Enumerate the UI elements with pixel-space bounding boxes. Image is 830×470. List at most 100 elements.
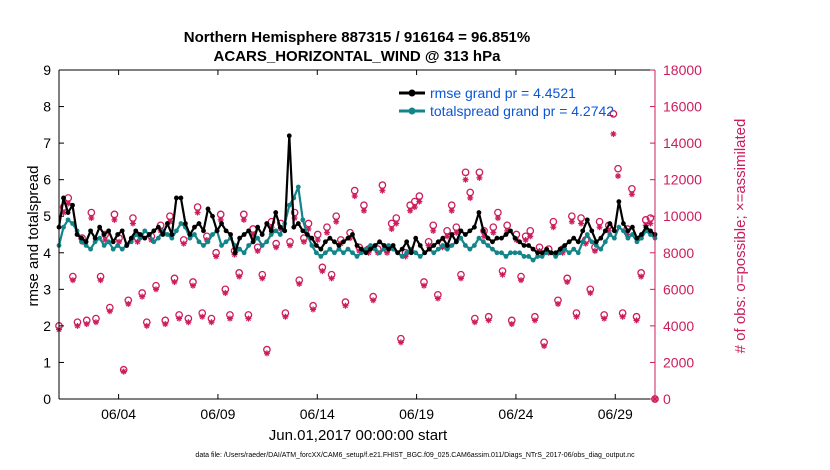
- totalspread-point: [137, 235, 143, 241]
- obs-assimilated-point: [189, 282, 196, 289]
- totalspread-point: [295, 184, 301, 190]
- totalspread-point: [553, 254, 559, 259]
- x-tick-label: 06/09: [200, 406, 235, 422]
- obs-assimilated-point: [522, 236, 529, 243]
- rmse-point: [476, 210, 482, 215]
- totalspread-point: [386, 243, 392, 248]
- rmse-point: [304, 232, 310, 237]
- totalspread-point: [97, 235, 103, 241]
- totalspread-point: [115, 243, 121, 248]
- rmse-point: [386, 246, 392, 252]
- x-tick-label: 06/14: [300, 406, 335, 422]
- obs-assimilated-point: [619, 313, 626, 320]
- rmse-point: [566, 239, 572, 245]
- obs-assimilated-point: [527, 233, 534, 240]
- rmse-point: [228, 232, 233, 237]
- totalspread-point: [580, 239, 586, 245]
- totalspread-point: [354, 254, 360, 259]
- rmse-point: [187, 232, 193, 237]
- obs-possible-point: [614, 164, 622, 173]
- rmse-point: [295, 221, 301, 226]
- rmse-point: [368, 246, 373, 252]
- left-tick-label: 3: [43, 281, 51, 297]
- rmse-point: [431, 243, 437, 248]
- x-tick-label: 06/04: [101, 406, 136, 422]
- totalspread-point: [530, 257, 536, 263]
- rmse-point: [526, 243, 531, 248]
- totalspread-point: [435, 246, 441, 252]
- obs-assimilated-point: [370, 297, 377, 304]
- rmse-point: [544, 246, 550, 252]
- totalspread-point: [169, 235, 175, 241]
- rmse-point: [607, 221, 613, 226]
- rmse-point: [377, 239, 382, 245]
- totalspread-point: [155, 235, 161, 241]
- totalspread-point: [526, 254, 531, 259]
- legend-rmse-label: rmse grand pr = 4.4521: [430, 85, 576, 101]
- totalspread-point: [494, 250, 500, 256]
- totalspread-point: [318, 254, 324, 259]
- totalspread-point: [557, 250, 563, 256]
- totalspread-point: [255, 235, 261, 241]
- rmse-point: [61, 195, 66, 201]
- rmse-point: [395, 250, 401, 256]
- rmse-point: [458, 228, 464, 234]
- obs-assimilated-point: [134, 238, 141, 245]
- rmse-point: [575, 239, 581, 245]
- obs-assimilated-point: [323, 229, 330, 236]
- totalspread-point: [620, 228, 626, 234]
- rmse-point: [232, 250, 238, 256]
- totalspread-point: [359, 250, 364, 256]
- x-tick-label: 06/29: [598, 406, 633, 422]
- legend-spread-label: totalspread grand pr = 4.2742: [430, 103, 614, 119]
- rmse-point: [178, 195, 184, 201]
- rmse-point: [183, 221, 188, 226]
- rmse-point: [259, 232, 265, 237]
- totalspread-point: [413, 250, 419, 256]
- rmse-point: [404, 239, 410, 245]
- obs-assimilated-point: [120, 368, 127, 375]
- rmse-point: [471, 224, 477, 230]
- rmse-point: [151, 228, 157, 234]
- totalspread-point: [471, 243, 477, 248]
- totalspread-point: [584, 232, 590, 237]
- totalspread-point: [241, 250, 247, 256]
- x-tick-label: 06/24: [498, 406, 533, 422]
- totalspread-point: [332, 250, 337, 256]
- obs-assimilated-point: [411, 204, 418, 211]
- totalspread-point: [602, 239, 608, 245]
- totalspread-point: [598, 246, 604, 252]
- totalspread-point: [92, 239, 98, 245]
- totalspread-point: [508, 250, 513, 256]
- totalspread-point: [268, 232, 274, 237]
- totalspread-point: [372, 246, 378, 252]
- obs-assimilated-point: [499, 271, 506, 278]
- rmse-point: [381, 243, 387, 248]
- rmse-point: [562, 243, 568, 248]
- left-tick-label: 8: [43, 99, 51, 115]
- legend: rmse grand pr = 4.4521 totalspread grand…: [399, 85, 614, 119]
- rmse-point: [593, 239, 599, 245]
- rmse-point: [88, 228, 94, 234]
- rmse-point: [620, 221, 626, 226]
- totalspread-point: [481, 239, 486, 245]
- totalspread-point: [219, 243, 224, 248]
- right-tick-label: 18000: [663, 62, 702, 78]
- totalspread-point: [404, 250, 410, 256]
- obs-assimilated-point: [213, 253, 220, 260]
- rmse-point: [625, 228, 631, 234]
- rmse-point: [264, 221, 270, 226]
- totalspread-point: [431, 250, 437, 256]
- rmse-point: [467, 228, 473, 234]
- rmse-point: [435, 239, 441, 245]
- totalspread-point: [535, 254, 541, 259]
- x-tick-label: 06/19: [399, 406, 434, 422]
- obs-assimilated-point: [139, 293, 146, 300]
- obs-assimilated-point: [125, 300, 132, 307]
- totalspread-point: [164, 232, 170, 237]
- rmse-point: [422, 250, 428, 256]
- rmse-point: [192, 224, 197, 230]
- obs-assimilated-point: [88, 215, 95, 222]
- rmse-point: [219, 221, 224, 226]
